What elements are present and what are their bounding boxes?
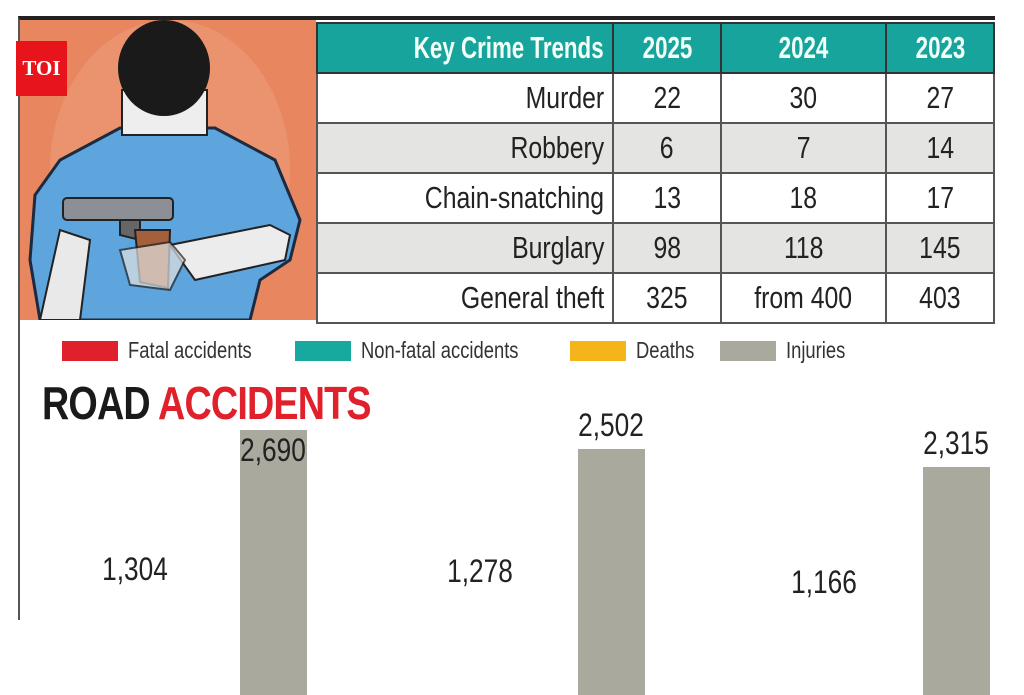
toi-logo: TOI: [16, 41, 67, 96]
injuries-bar: [923, 466, 990, 695]
legend-item: Deaths: [569, 337, 709, 364]
table-row: Robbery 6 7 14: [316, 122, 995, 174]
chart-title: ROAD ACCIDENTS: [42, 376, 443, 430]
bar-value-label: 1,278: [447, 553, 513, 590]
illustration-man-hiding-gun: [20, 20, 316, 320]
row-label: General theft: [316, 272, 614, 324]
bar-value-label: 1,166: [791, 564, 857, 601]
cell: 18: [720, 172, 887, 224]
cell: 13: [612, 172, 722, 224]
cell: 17: [885, 172, 995, 224]
cell: 6: [612, 122, 722, 174]
legend-item: Fatal accidents: [62, 337, 283, 364]
bar-value-label: 2,315: [923, 424, 989, 461]
table-row: Burglary 98 118 145: [316, 222, 995, 274]
table-row: Murder 22 30 27: [316, 72, 995, 124]
row-label: Murder: [316, 72, 614, 124]
legend-swatch: [62, 340, 118, 361]
bar-value-label: 1,304: [102, 550, 168, 587]
cell: 27: [885, 72, 995, 124]
header-year: 2023: [885, 22, 995, 74]
cell: 30: [720, 72, 887, 124]
legend-swatch: [294, 340, 351, 361]
title-accidents: ACCIDENTS: [158, 377, 371, 429]
legend-item: Non-fatal accidents: [294, 337, 558, 364]
table-row: General theft 325 from 400 403: [316, 272, 995, 324]
bar-value-label: 2,690: [240, 432, 306, 469]
legend-swatch: [720, 340, 777, 361]
cell: 145: [885, 222, 995, 274]
cell: 118: [720, 222, 887, 274]
bar-value-label: 2,502: [578, 406, 644, 443]
cell: 7: [720, 122, 887, 174]
row-label: Robbery: [316, 122, 614, 174]
table-row: Chain-snatching 13 18 17: [316, 172, 995, 224]
injuries-bar: [578, 448, 645, 695]
row-label: Chain-snatching: [316, 172, 614, 224]
cell: 325: [612, 272, 722, 324]
crime-trends-table: Key Crime Trends 2025 2024 2023 Murder 2…: [316, 22, 995, 324]
row-label: Burglary: [316, 222, 614, 274]
cell: 98: [612, 222, 722, 274]
infographic-frame: [18, 16, 995, 620]
header-year: 2024: [720, 22, 887, 74]
cell: 22: [612, 72, 722, 124]
injuries-bar: [240, 430, 307, 695]
header-key-crime-trends: Key Crime Trends: [316, 22, 614, 74]
table-header-row: Key Crime Trends 2025 2024 2023: [316, 22, 995, 74]
cell: 14: [885, 122, 995, 174]
header-year: 2025: [612, 22, 722, 74]
legend-swatch: [569, 340, 626, 361]
chart-legend: Fatal accidents Non-fatal accidents Deat…: [62, 337, 873, 364]
cell: 403: [885, 272, 995, 324]
cell: from 400: [720, 272, 887, 324]
title-road: ROAD: [42, 377, 151, 429]
legend-item: Injuries: [720, 337, 860, 364]
